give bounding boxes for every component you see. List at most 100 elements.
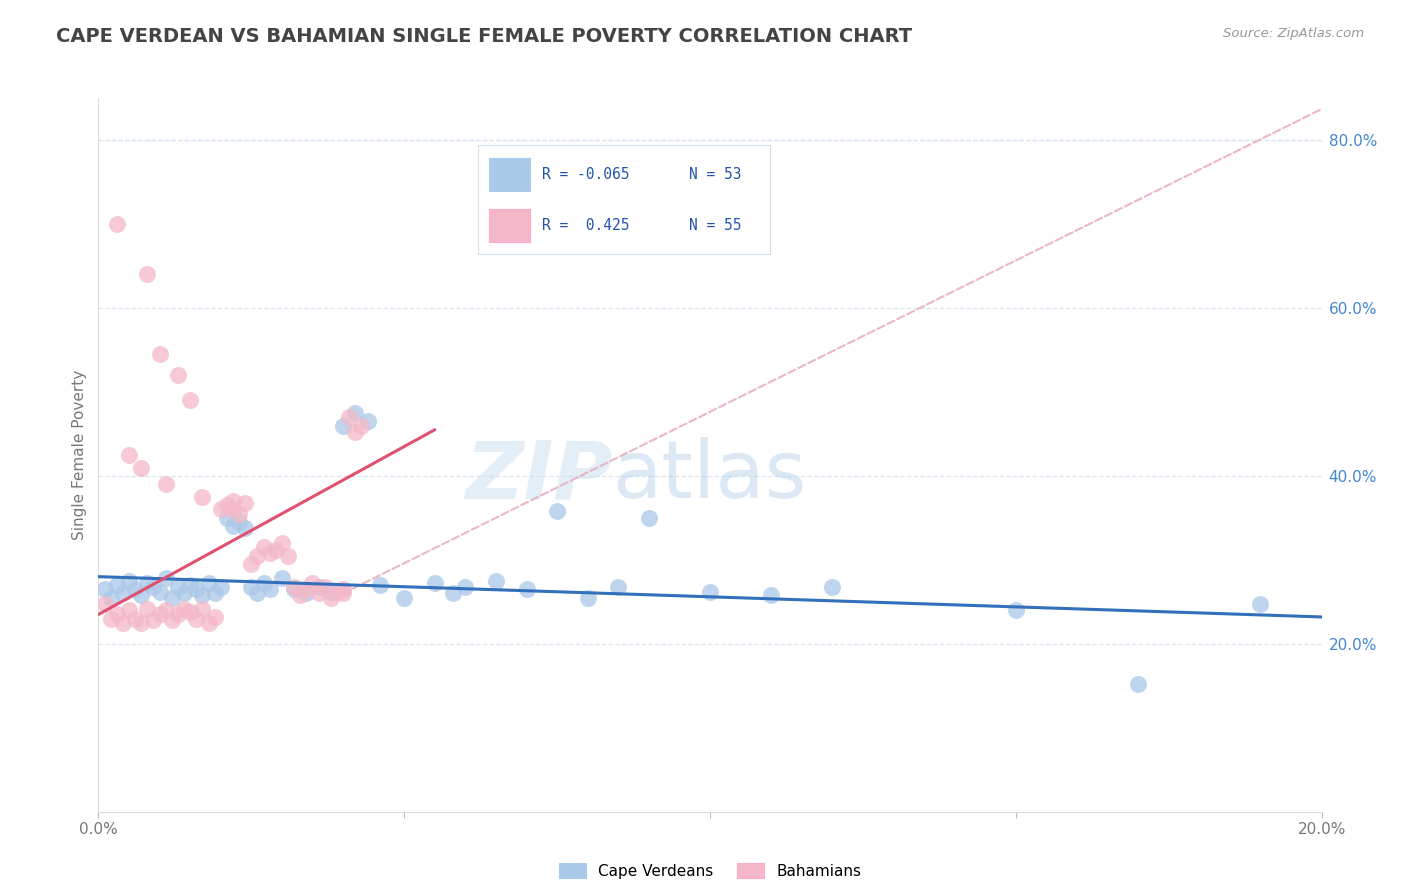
Point bbox=[240, 580, 263, 594]
Point bbox=[222, 502, 245, 516]
Point bbox=[246, 586, 269, 600]
Point bbox=[124, 612, 146, 626]
Point bbox=[111, 615, 134, 630]
Text: CAPE VERDEAN VS BAHAMIAN SINGLE FEMALE POVERTY CORRELATION CHART: CAPE VERDEAN VS BAHAMIAN SINGLE FEMALE P… bbox=[56, 27, 912, 45]
Point bbox=[100, 612, 122, 626]
Point bbox=[191, 588, 214, 602]
Point bbox=[319, 584, 342, 599]
Point bbox=[215, 511, 238, 525]
Point bbox=[118, 603, 141, 617]
Point bbox=[319, 591, 342, 605]
Point bbox=[454, 580, 477, 594]
Point bbox=[233, 521, 256, 535]
Point bbox=[160, 613, 183, 627]
Point bbox=[155, 603, 177, 617]
Point bbox=[173, 586, 195, 600]
Point bbox=[93, 597, 115, 611]
Point bbox=[105, 607, 128, 622]
Point bbox=[228, 507, 250, 521]
Point bbox=[233, 496, 256, 510]
Point bbox=[259, 582, 281, 597]
Point bbox=[215, 498, 238, 512]
Point bbox=[1004, 603, 1026, 617]
Point bbox=[1249, 597, 1271, 611]
Point bbox=[100, 591, 122, 605]
Point bbox=[155, 571, 177, 585]
Point bbox=[179, 393, 201, 408]
Point bbox=[308, 586, 330, 600]
Point bbox=[93, 582, 115, 597]
Point bbox=[576, 591, 599, 605]
Point bbox=[344, 406, 367, 420]
Point bbox=[167, 580, 190, 594]
Point bbox=[759, 588, 782, 602]
Point bbox=[441, 586, 464, 600]
Point bbox=[129, 615, 152, 630]
Point bbox=[197, 576, 219, 591]
Point bbox=[204, 610, 226, 624]
Text: atlas: atlas bbox=[612, 437, 807, 516]
Point bbox=[392, 591, 416, 605]
Point bbox=[332, 586, 354, 600]
Point bbox=[136, 268, 159, 282]
Point bbox=[637, 511, 661, 525]
Point bbox=[105, 217, 128, 231]
Point bbox=[118, 448, 141, 462]
Point bbox=[155, 477, 177, 491]
Point bbox=[118, 574, 141, 588]
Point bbox=[160, 591, 183, 605]
Point bbox=[204, 586, 226, 600]
Point bbox=[270, 536, 292, 550]
Point bbox=[179, 578, 201, 592]
Point bbox=[283, 580, 305, 594]
Point bbox=[516, 582, 538, 597]
Point bbox=[129, 588, 152, 602]
Point bbox=[191, 601, 214, 615]
Point bbox=[1128, 677, 1150, 691]
Point bbox=[290, 588, 312, 602]
Point bbox=[136, 601, 159, 615]
Point bbox=[142, 580, 165, 594]
Point bbox=[149, 584, 172, 599]
Point bbox=[699, 584, 721, 599]
Point bbox=[485, 574, 508, 588]
Text: Source: ZipAtlas.com: Source: ZipAtlas.com bbox=[1223, 27, 1364, 40]
Point bbox=[179, 605, 201, 619]
Point bbox=[368, 578, 391, 592]
Point bbox=[332, 582, 354, 597]
Point bbox=[124, 582, 146, 597]
Point bbox=[186, 582, 208, 597]
Point bbox=[186, 612, 208, 626]
Point bbox=[252, 576, 274, 591]
Text: ZIP: ZIP bbox=[465, 437, 612, 516]
Point bbox=[356, 414, 378, 428]
Point bbox=[350, 418, 373, 433]
Point bbox=[301, 576, 323, 591]
Point bbox=[246, 549, 269, 563]
Point bbox=[209, 502, 232, 516]
Point bbox=[344, 425, 367, 440]
Point bbox=[546, 504, 568, 518]
Point bbox=[332, 418, 354, 433]
Point bbox=[259, 546, 281, 560]
Point bbox=[326, 584, 349, 599]
Point bbox=[191, 490, 214, 504]
Point bbox=[295, 582, 318, 597]
Point bbox=[228, 515, 250, 529]
Point bbox=[136, 576, 159, 591]
Point bbox=[283, 582, 305, 597]
Point bbox=[209, 580, 232, 594]
Point bbox=[314, 580, 336, 594]
Point bbox=[308, 580, 330, 594]
Point bbox=[142, 613, 165, 627]
Point bbox=[277, 549, 299, 563]
Y-axis label: Single Female Poverty: Single Female Poverty bbox=[72, 370, 87, 540]
Point bbox=[149, 607, 172, 622]
Point bbox=[222, 519, 245, 533]
Point bbox=[252, 541, 274, 555]
Point bbox=[129, 460, 152, 475]
Point bbox=[105, 578, 128, 592]
Point bbox=[167, 607, 190, 622]
Legend: Cape Verdeans, Bahamians: Cape Verdeans, Bahamians bbox=[551, 855, 869, 886]
Point bbox=[197, 615, 219, 630]
